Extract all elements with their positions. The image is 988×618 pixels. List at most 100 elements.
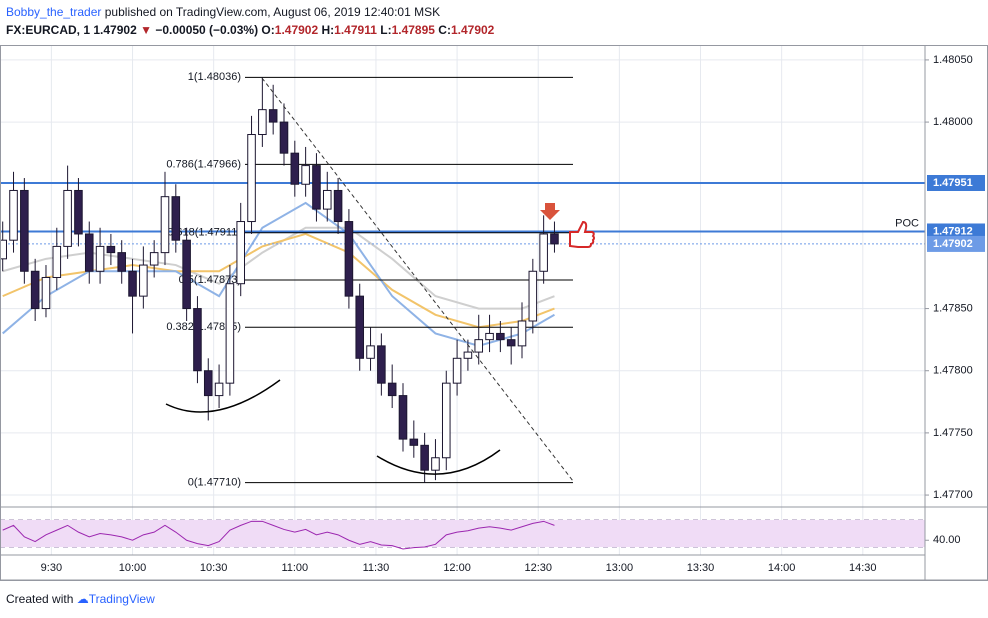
candle-body bbox=[225, 283, 235, 384]
candle-body bbox=[409, 438, 419, 446]
symbol-line: FX:EURCAD, 1 1.47902 ▼ −0.00050 (−0.03%)… bbox=[6, 21, 494, 39]
price-label: 1.47912 bbox=[933, 225, 973, 237]
x-tick-label: 9:30 bbox=[41, 562, 62, 574]
rounded-bottom bbox=[165, 379, 281, 413]
header-line: Bobby_the_trader published on TradingVie… bbox=[6, 3, 494, 21]
fib-label: 0.786(1.47966) bbox=[166, 158, 241, 170]
candle-body bbox=[387, 382, 397, 397]
published: published on TradingView.com, August 06,… bbox=[104, 5, 441, 19]
candle-body bbox=[41, 276, 51, 310]
y-tick-label: 1.48050 bbox=[933, 54, 973, 66]
y-tick-label: 1.47850 bbox=[933, 302, 973, 314]
x-tick-label: 14:30 bbox=[849, 562, 877, 574]
candle-body bbox=[355, 295, 365, 359]
plot-bg bbox=[0, 45, 925, 580]
candle-body bbox=[117, 252, 126, 272]
ohlc-value: 1.47895 bbox=[391, 23, 435, 37]
x-tick-label: 10:30 bbox=[200, 562, 228, 574]
x-tick-label: 10:00 bbox=[119, 562, 147, 574]
x-tick-label: 13:30 bbox=[687, 562, 715, 574]
y-tick-label: 1.48000 bbox=[933, 116, 973, 128]
ohlc-label: C: bbox=[438, 23, 451, 37]
price-label-box bbox=[927, 223, 985, 240]
candle-body bbox=[63, 189, 72, 247]
fib-label: 0(1.47710) bbox=[188, 477, 241, 489]
candle-body bbox=[139, 264, 148, 297]
x-tick-label: 11:30 bbox=[363, 562, 390, 574]
price-label: 1.47902 bbox=[933, 238, 973, 250]
candle-body bbox=[290, 152, 300, 185]
price-label: 1.47951 bbox=[933, 177, 973, 189]
x-tick-label: 14:00 bbox=[768, 562, 796, 574]
candle-body bbox=[441, 382, 451, 459]
candle-body bbox=[322, 189, 332, 210]
candle-body bbox=[420, 444, 429, 471]
candle-body bbox=[236, 221, 246, 285]
level-name: POC bbox=[895, 217, 919, 229]
y-tick-label: 1.47800 bbox=[933, 365, 973, 377]
header: Bobby_the_trader published on TradingVie… bbox=[6, 3, 494, 39]
y-tick-label: 1.47750 bbox=[933, 427, 973, 439]
candle-body bbox=[258, 109, 267, 136]
candle-body bbox=[182, 239, 191, 310]
axes: 9:30 10:00 10:30 11:00 11:30 12:00 12:30 13:00 1… bbox=[41, 54, 985, 574]
trend-line bbox=[261, 77, 574, 482]
candle-body bbox=[301, 165, 310, 185]
candle-body bbox=[171, 196, 181, 241]
ohlc: O:1.47902 H:1.47911 L:1.47895 C:1.47902 bbox=[261, 23, 494, 37]
candle-body bbox=[20, 189, 29, 272]
author[interactable]: Bobby_the_trader bbox=[6, 5, 102, 19]
candle-body bbox=[52, 245, 62, 278]
rsi-line bbox=[2, 520, 555, 550]
candle-body bbox=[247, 134, 256, 223]
x-tick-label: 11:00 bbox=[281, 562, 308, 574]
candle-body bbox=[550, 233, 559, 245]
candle-body bbox=[539, 233, 548, 272]
symbol: FX:EURCAD, 1 bbox=[6, 23, 91, 37]
candle-body bbox=[128, 270, 137, 297]
change: −0.00050 (−0.03%) bbox=[155, 23, 259, 37]
candle-body bbox=[474, 339, 484, 353]
y-tick-label: 1.47700 bbox=[933, 489, 973, 501]
price-label-box bbox=[927, 235, 985, 252]
fib-label: 0.382(1.47835) bbox=[166, 321, 241, 333]
red-arrow bbox=[540, 203, 560, 220]
last-price: 1.47902 bbox=[93, 23, 137, 37]
candle-body bbox=[517, 320, 527, 347]
candle-body bbox=[485, 332, 494, 341]
x-tick-label: 13:00 bbox=[606, 562, 634, 574]
candle-body bbox=[279, 121, 289, 154]
ohlc-label: H: bbox=[321, 23, 335, 37]
footer: Created with ☁TradingView bbox=[6, 592, 155, 606]
candle-body bbox=[452, 357, 462, 384]
candle-body bbox=[149, 252, 159, 266]
fib-label: 1(1.48036) bbox=[188, 71, 241, 83]
rsi-tick-label: 40.00 bbox=[933, 534, 961, 546]
candle-body bbox=[333, 189, 343, 223]
candle-body bbox=[431, 457, 440, 471]
fib-label: 0.5(1.47873) bbox=[179, 274, 241, 286]
candle-body bbox=[344, 221, 354, 297]
rounded-bottom bbox=[376, 449, 501, 475]
x-tick-label: 12:30 bbox=[524, 562, 552, 574]
price-label-box bbox=[927, 175, 985, 191]
candle-body bbox=[377, 345, 386, 384]
plot: 1(1.48036) 0.786(1.47966) 0.618(1.47911) 0.… bbox=[0, 71, 925, 550]
candle-body bbox=[203, 370, 213, 397]
ohlc-value: 1.47902 bbox=[274, 23, 319, 37]
brand[interactable]: ☁TradingView bbox=[76, 592, 155, 606]
candle-body bbox=[366, 345, 375, 359]
ohlc-label: L: bbox=[380, 23, 392, 37]
candle-body bbox=[160, 196, 170, 254]
candle-body bbox=[74, 189, 83, 235]
candle-body bbox=[528, 270, 538, 322]
candle-body bbox=[398, 395, 408, 440]
candle-body bbox=[506, 339, 516, 347]
candle-body bbox=[312, 165, 321, 210]
candle-body bbox=[0, 239, 7, 260]
candle-body bbox=[214, 382, 224, 397]
brand-name[interactable]: TradingView bbox=[88, 592, 155, 606]
candle-body bbox=[95, 245, 105, 272]
ohlc-value: 1.47911 bbox=[334, 23, 377, 37]
candle-body bbox=[106, 245, 116, 254]
